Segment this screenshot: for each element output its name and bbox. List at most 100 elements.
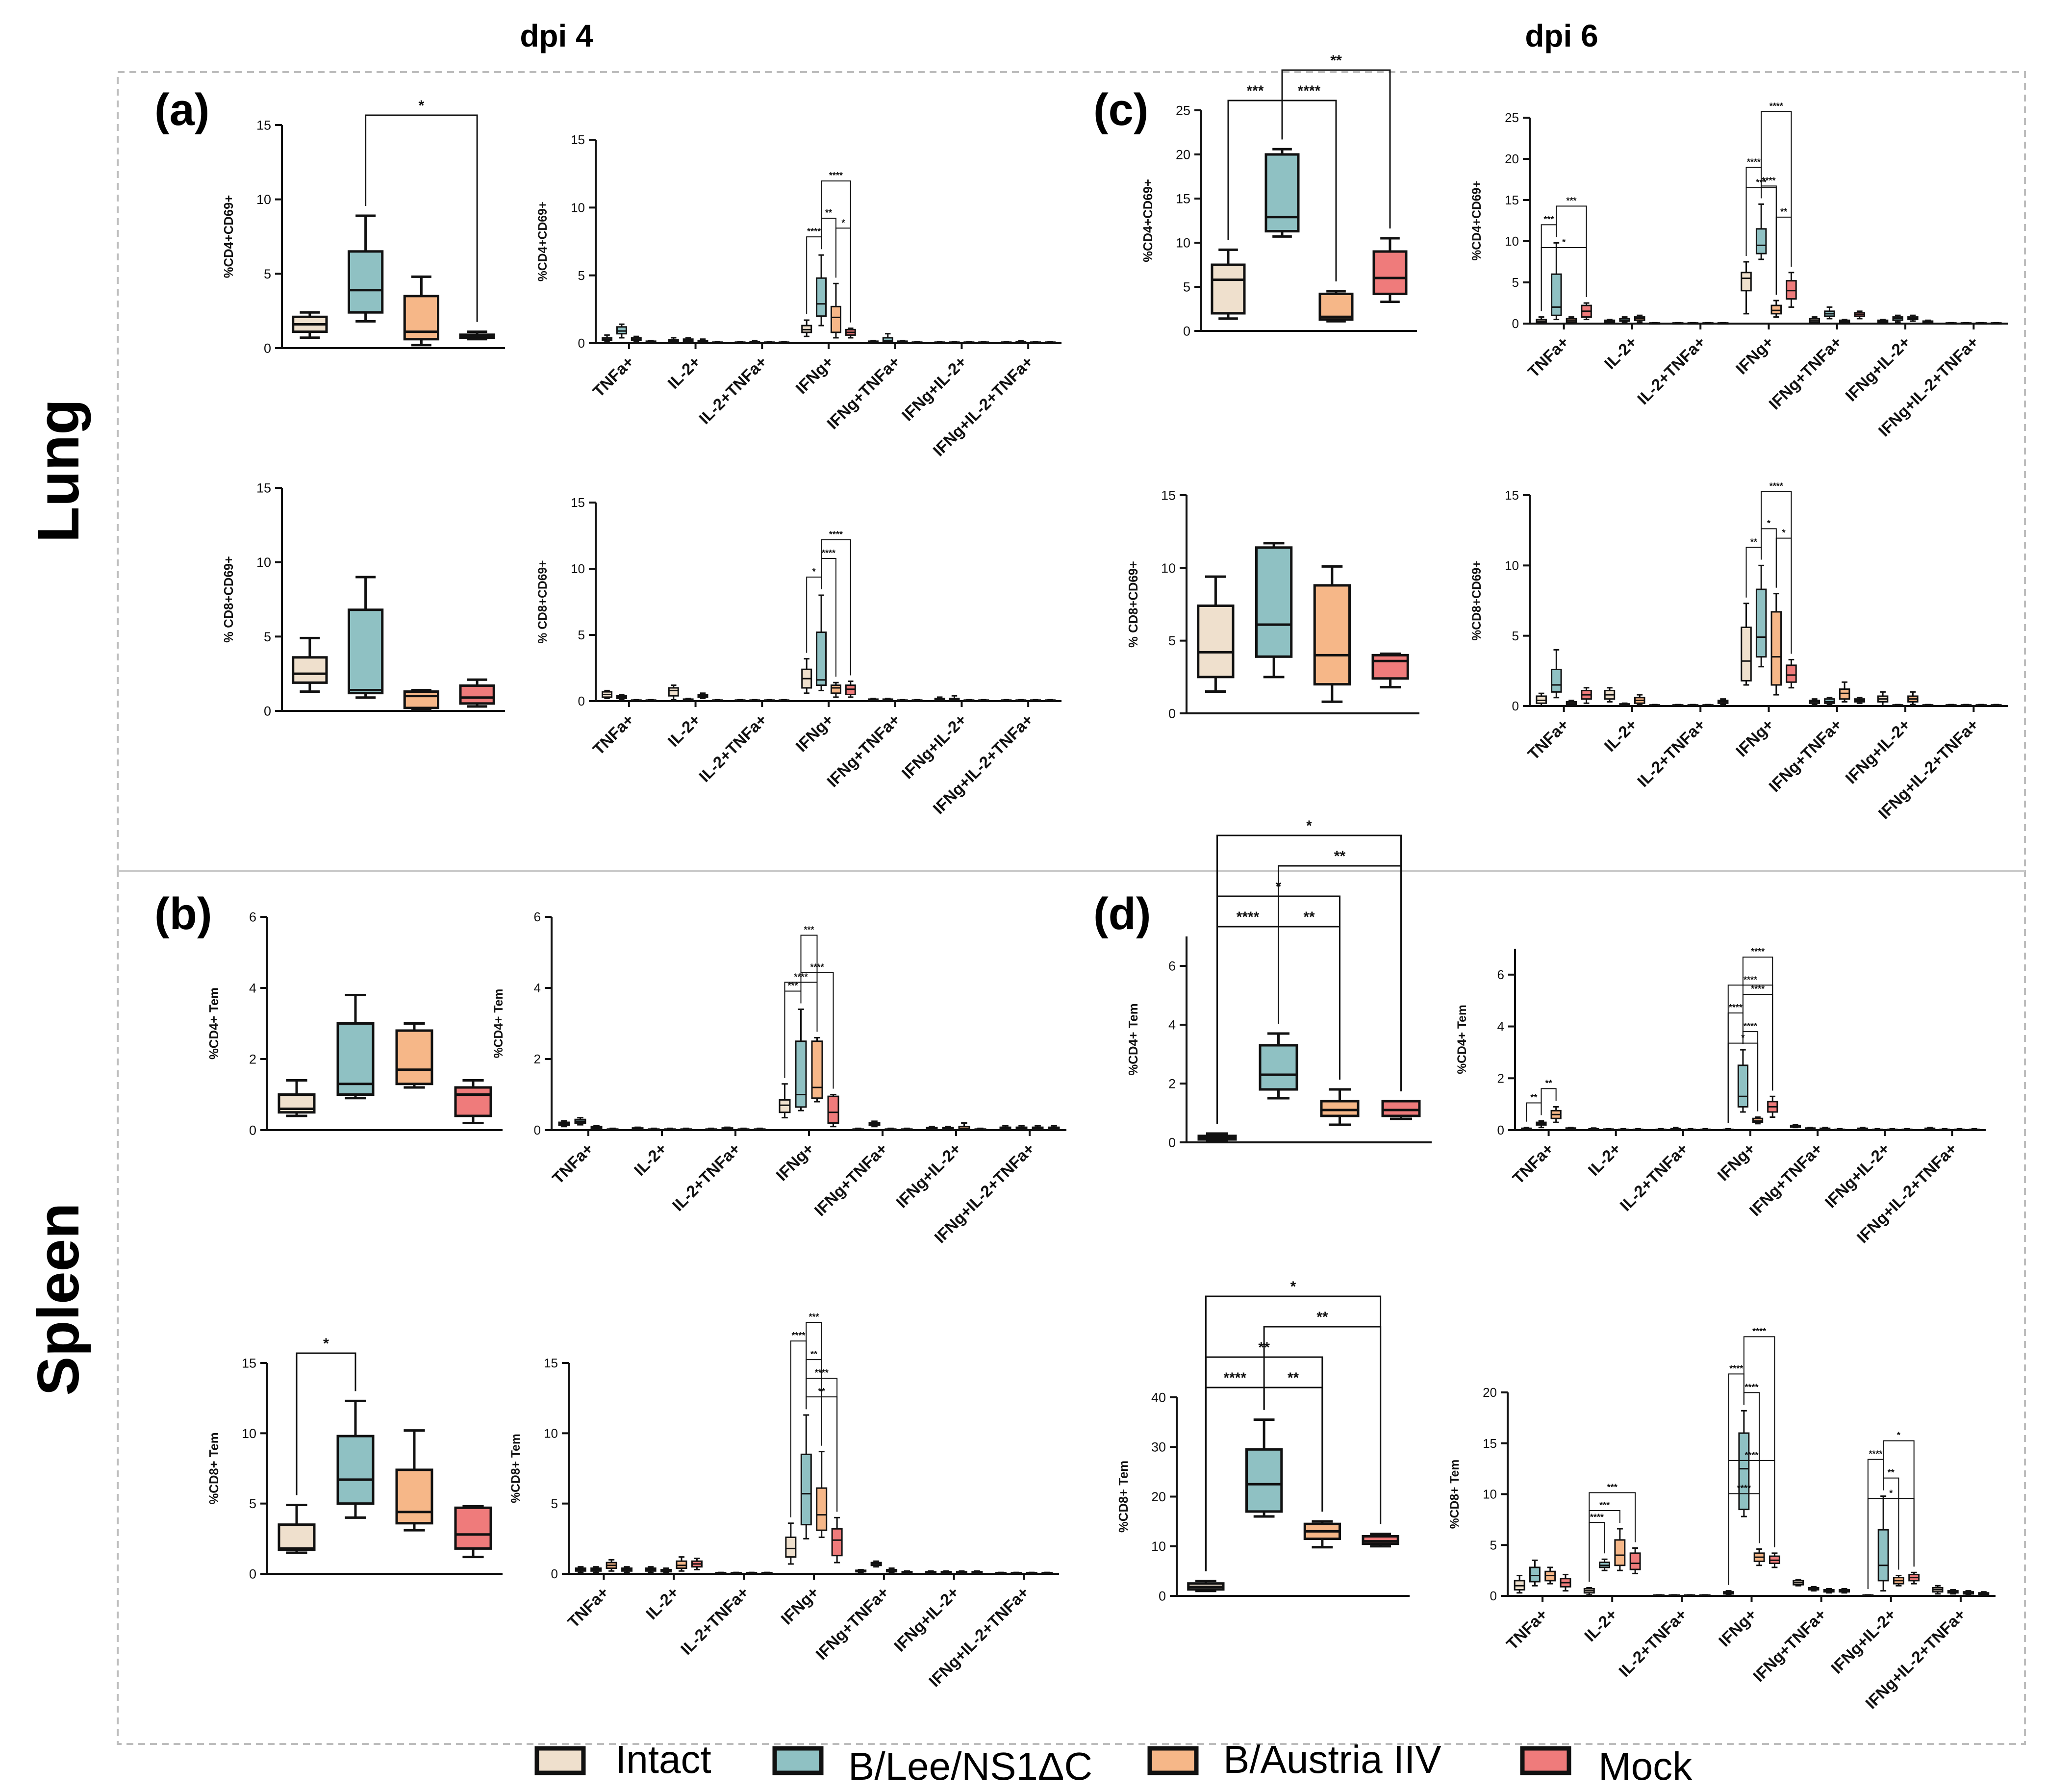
x-tick-label: IL-2+TNFa+ bbox=[1634, 333, 1709, 408]
box-b4-3-3-box bbox=[831, 1528, 843, 1557]
panel-label-b: (b) bbox=[154, 889, 212, 939]
y-axis-title: %CD4+CD69+ bbox=[1470, 180, 1484, 260]
box-a3-1-box bbox=[348, 608, 384, 695]
x-tick-label: IL-2+ bbox=[631, 1139, 670, 1179]
y-tick-label: 0 bbox=[1168, 706, 1176, 721]
x-tick-label: IFNg+IL-2+ bbox=[898, 710, 970, 782]
sig-bracket bbox=[1541, 247, 1587, 311]
chart-c4: 0 5 10 15 %CD8+CD69+ TNFa+ IL-2+IL-2+TNFa+ IFNg… bbox=[1470, 481, 2008, 823]
sig-label: **** bbox=[1752, 1326, 1766, 1336]
y-tick-label: 20 bbox=[1483, 1385, 1497, 1400]
box-d4-0-1-box bbox=[1529, 1566, 1541, 1583]
box-d4-1-3-box bbox=[1629, 1552, 1641, 1570]
sig-label: ** bbox=[1888, 1468, 1895, 1478]
sig-bracket bbox=[1728, 1460, 1775, 1585]
y-tick-label: 5 bbox=[1512, 275, 1519, 290]
x-tick-label: IL-2+TNFa+ bbox=[1617, 1139, 1692, 1214]
y-axis-title: %CD4+ Tem bbox=[1127, 1003, 1140, 1075]
x-tick-label: IFNg+ bbox=[777, 1583, 822, 1628]
y-tick-label: 0 bbox=[1183, 324, 1190, 338]
sig-label: ** bbox=[1303, 909, 1315, 925]
x-tick-label: IFNg+TNFa+ bbox=[1749, 1605, 1830, 1686]
sig-label: * bbox=[1290, 1279, 1296, 1295]
y-axis-title: %CD8+ Tem bbox=[1117, 1461, 1131, 1533]
sig-label: * bbox=[1782, 528, 1786, 538]
box-c4-3-2-box bbox=[1770, 611, 1782, 686]
box-d4-5-1-box bbox=[1877, 1529, 1889, 1582]
legend-label-austria: B/Austria IIV bbox=[1223, 1738, 1441, 1781]
box-d1-2-box bbox=[1320, 1100, 1360, 1117]
x-tick-label: IL-2+TNFa+ bbox=[1634, 715, 1709, 790]
box-c2-0-1-box bbox=[1551, 273, 1562, 316]
y-axis-title: % CD8+CD69+ bbox=[222, 556, 236, 643]
box-b3-3-box bbox=[454, 1506, 492, 1550]
y-axis-title: %CD8+ Tem bbox=[509, 1434, 523, 1503]
sig-label: **** bbox=[1237, 909, 1260, 925]
y-axis-title: %CD8+ Tem bbox=[1448, 1460, 1462, 1529]
y-tick-label: 5 bbox=[578, 628, 585, 642]
sig-label: **** bbox=[1223, 1370, 1246, 1386]
box-d1-3-box bbox=[1381, 1100, 1421, 1117]
x-tick-label: TNFa+ bbox=[1503, 1605, 1551, 1653]
y-tick-label: 0 bbox=[578, 336, 585, 351]
sig-bracket bbox=[365, 114, 478, 322]
sig-label: **** bbox=[1769, 481, 1783, 491]
x-tick-label: IFNg+IL-2+ bbox=[890, 1583, 962, 1655]
y-tick-label: 0 bbox=[1168, 1135, 1176, 1150]
sig-bracket bbox=[296, 1352, 356, 1495]
sig-bracket bbox=[1867, 1498, 1915, 1589]
x-tick-label: TNFa+ bbox=[1524, 715, 1572, 763]
y-tick-label: 6 bbox=[534, 909, 541, 924]
box-a4-1-0-box bbox=[668, 687, 679, 697]
x-tick-label: IL-2+ bbox=[1601, 333, 1641, 373]
y-tick-label: 15 bbox=[1505, 488, 1519, 503]
sig-label: **** bbox=[829, 171, 843, 180]
x-tick-label: IFNg+TNFa+ bbox=[1765, 333, 1845, 413]
sig-bracket bbox=[806, 1322, 822, 1446]
box-a4-3-1-box bbox=[816, 631, 827, 686]
sig-label: ** bbox=[1330, 52, 1342, 69]
sig-label: ** bbox=[1780, 207, 1787, 217]
x-tick-label: TNFa+ bbox=[589, 353, 637, 401]
x-tick-label: IFNg+ bbox=[1732, 333, 1777, 378]
box-b4-3-2-box bbox=[816, 1487, 828, 1531]
y-axis-title: %CD4+ Tem bbox=[1456, 1005, 1469, 1074]
sig-label: **** bbox=[1298, 83, 1321, 99]
y-tick-label: 2 bbox=[1497, 1071, 1504, 1085]
x-tick-label: IFNg+ bbox=[1715, 1605, 1760, 1650]
y-tick-label: 10 bbox=[1505, 234, 1519, 249]
sig-label: **** bbox=[1751, 984, 1765, 994]
sig-bracket bbox=[1216, 926, 1279, 1124]
box-d4-1-2-box bbox=[1614, 1539, 1626, 1566]
y-tick-label: 20 bbox=[1151, 1489, 1166, 1504]
chart-b3: 0 5 10 15 %CD8+ Tem * bbox=[207, 1336, 503, 1581]
box-b4-3-1-box bbox=[800, 1453, 812, 1526]
header-dpi4: dpi 4 bbox=[520, 18, 593, 53]
sig-bracket bbox=[1541, 1088, 1557, 1115]
y-axis-title: %CD8+ Tem bbox=[207, 1432, 221, 1504]
sig-bracket bbox=[1761, 111, 1792, 267]
legend-label-intact: Intact bbox=[615, 1738, 711, 1781]
box-a2-3-1-box bbox=[816, 277, 827, 317]
x-tick-label: TNFa+ bbox=[1509, 1139, 1557, 1187]
x-tick-label: IFNg+IL-2+ bbox=[1821, 1139, 1893, 1211]
chart-a3: 0 5 10 15 % CD8+CD69+ bbox=[222, 480, 505, 718]
sig-label: **** bbox=[1869, 1449, 1882, 1459]
box-a4-3-2-box bbox=[830, 684, 841, 694]
x-tick-label: IL-2+ bbox=[1581, 1605, 1620, 1645]
panel-label-a: (a) bbox=[154, 85, 209, 135]
sig-bracket bbox=[821, 218, 836, 278]
sig-bracket bbox=[1761, 528, 1777, 588]
y-tick-label: 4 bbox=[534, 981, 541, 995]
y-tick-label: 25 bbox=[1505, 110, 1519, 125]
box-c4-0-1-box bbox=[1551, 668, 1562, 693]
y-tick-label: 0 bbox=[1512, 699, 1519, 713]
y-tick-label: 15 bbox=[1161, 488, 1176, 503]
y-tick-label: 5 bbox=[1183, 279, 1190, 294]
sig-label: * bbox=[1306, 818, 1312, 834]
sig-label: **** bbox=[792, 1331, 806, 1340]
legend-label-mock: Mock bbox=[1598, 1744, 1693, 1788]
box-c3-1-box bbox=[1255, 546, 1293, 658]
